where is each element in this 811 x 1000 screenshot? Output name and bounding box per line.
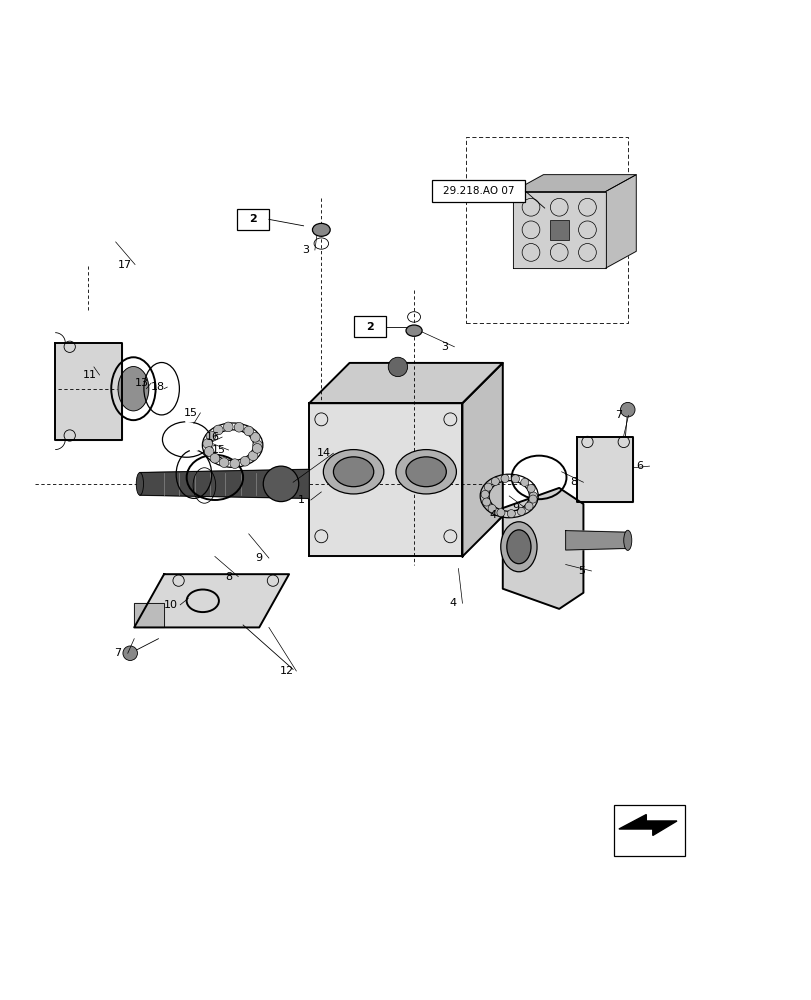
Circle shape [480,490,488,498]
Text: 2: 2 [366,322,373,332]
Polygon shape [309,363,502,403]
Circle shape [210,453,220,463]
Text: 14: 14 [316,448,330,458]
Polygon shape [565,531,627,550]
Circle shape [620,402,634,417]
Circle shape [526,484,534,493]
Circle shape [500,474,508,483]
Circle shape [250,432,260,442]
Text: 8: 8 [569,477,577,487]
Ellipse shape [136,473,144,495]
Polygon shape [605,175,636,268]
Polygon shape [618,815,676,835]
Circle shape [525,502,532,510]
Polygon shape [462,363,502,556]
Polygon shape [513,192,605,268]
Polygon shape [502,488,582,609]
Text: 4: 4 [448,598,456,608]
Polygon shape [134,574,289,627]
Bar [613,805,684,856]
Circle shape [517,507,525,515]
Text: 6: 6 [636,461,642,471]
Circle shape [529,492,537,500]
Text: 3: 3 [440,342,448,352]
Text: 8: 8 [225,572,232,582]
Ellipse shape [312,223,330,236]
Bar [353,316,385,337]
Text: 9: 9 [255,553,263,563]
Text: 16: 16 [205,432,219,442]
Circle shape [203,439,212,448]
Circle shape [482,498,490,506]
Polygon shape [309,403,462,556]
Ellipse shape [406,325,422,336]
Text: 11: 11 [83,370,97,380]
Bar [236,209,268,230]
Text: 7: 7 [615,410,622,420]
Text: 15: 15 [212,445,225,455]
Circle shape [263,466,298,502]
Circle shape [234,422,243,432]
Text: 2: 2 [249,214,256,224]
Circle shape [252,440,262,450]
Circle shape [248,451,258,461]
Circle shape [487,504,496,513]
Circle shape [529,495,536,503]
Circle shape [507,510,515,518]
Text: 7: 7 [114,648,122,658]
Circle shape [483,483,491,491]
Ellipse shape [623,530,631,550]
Ellipse shape [333,457,373,487]
Text: 13: 13 [135,378,148,388]
Bar [431,180,524,202]
Text: 29.218.AO 07: 29.218.AO 07 [442,186,513,196]
Text: 4: 4 [489,510,496,520]
Circle shape [243,426,253,436]
Text: 3: 3 [302,245,308,255]
Text: 9: 9 [512,503,518,513]
Circle shape [252,444,262,453]
Circle shape [388,357,407,377]
Text: 17: 17 [118,260,132,270]
Circle shape [491,477,499,485]
Polygon shape [134,603,164,627]
Ellipse shape [396,450,456,494]
Polygon shape [577,437,633,502]
Ellipse shape [500,522,536,572]
Circle shape [240,456,250,466]
Polygon shape [118,367,148,410]
Text: 12: 12 [279,666,294,676]
Ellipse shape [506,530,530,564]
Text: 15: 15 [183,408,197,418]
Circle shape [496,509,504,517]
Polygon shape [139,469,309,498]
Text: 1: 1 [298,495,304,505]
Circle shape [204,447,213,456]
Ellipse shape [323,450,384,494]
Circle shape [511,475,519,483]
Text: 18: 18 [150,382,165,392]
Bar [549,220,569,240]
Ellipse shape [406,457,446,487]
Text: 5: 5 [577,566,585,576]
Circle shape [219,458,229,467]
Circle shape [122,646,137,660]
Circle shape [213,425,223,435]
Polygon shape [55,343,122,440]
Circle shape [206,431,216,441]
Text: 10: 10 [163,600,178,610]
Circle shape [520,478,528,486]
Circle shape [230,459,239,468]
Polygon shape [513,175,636,192]
Circle shape [223,422,233,432]
